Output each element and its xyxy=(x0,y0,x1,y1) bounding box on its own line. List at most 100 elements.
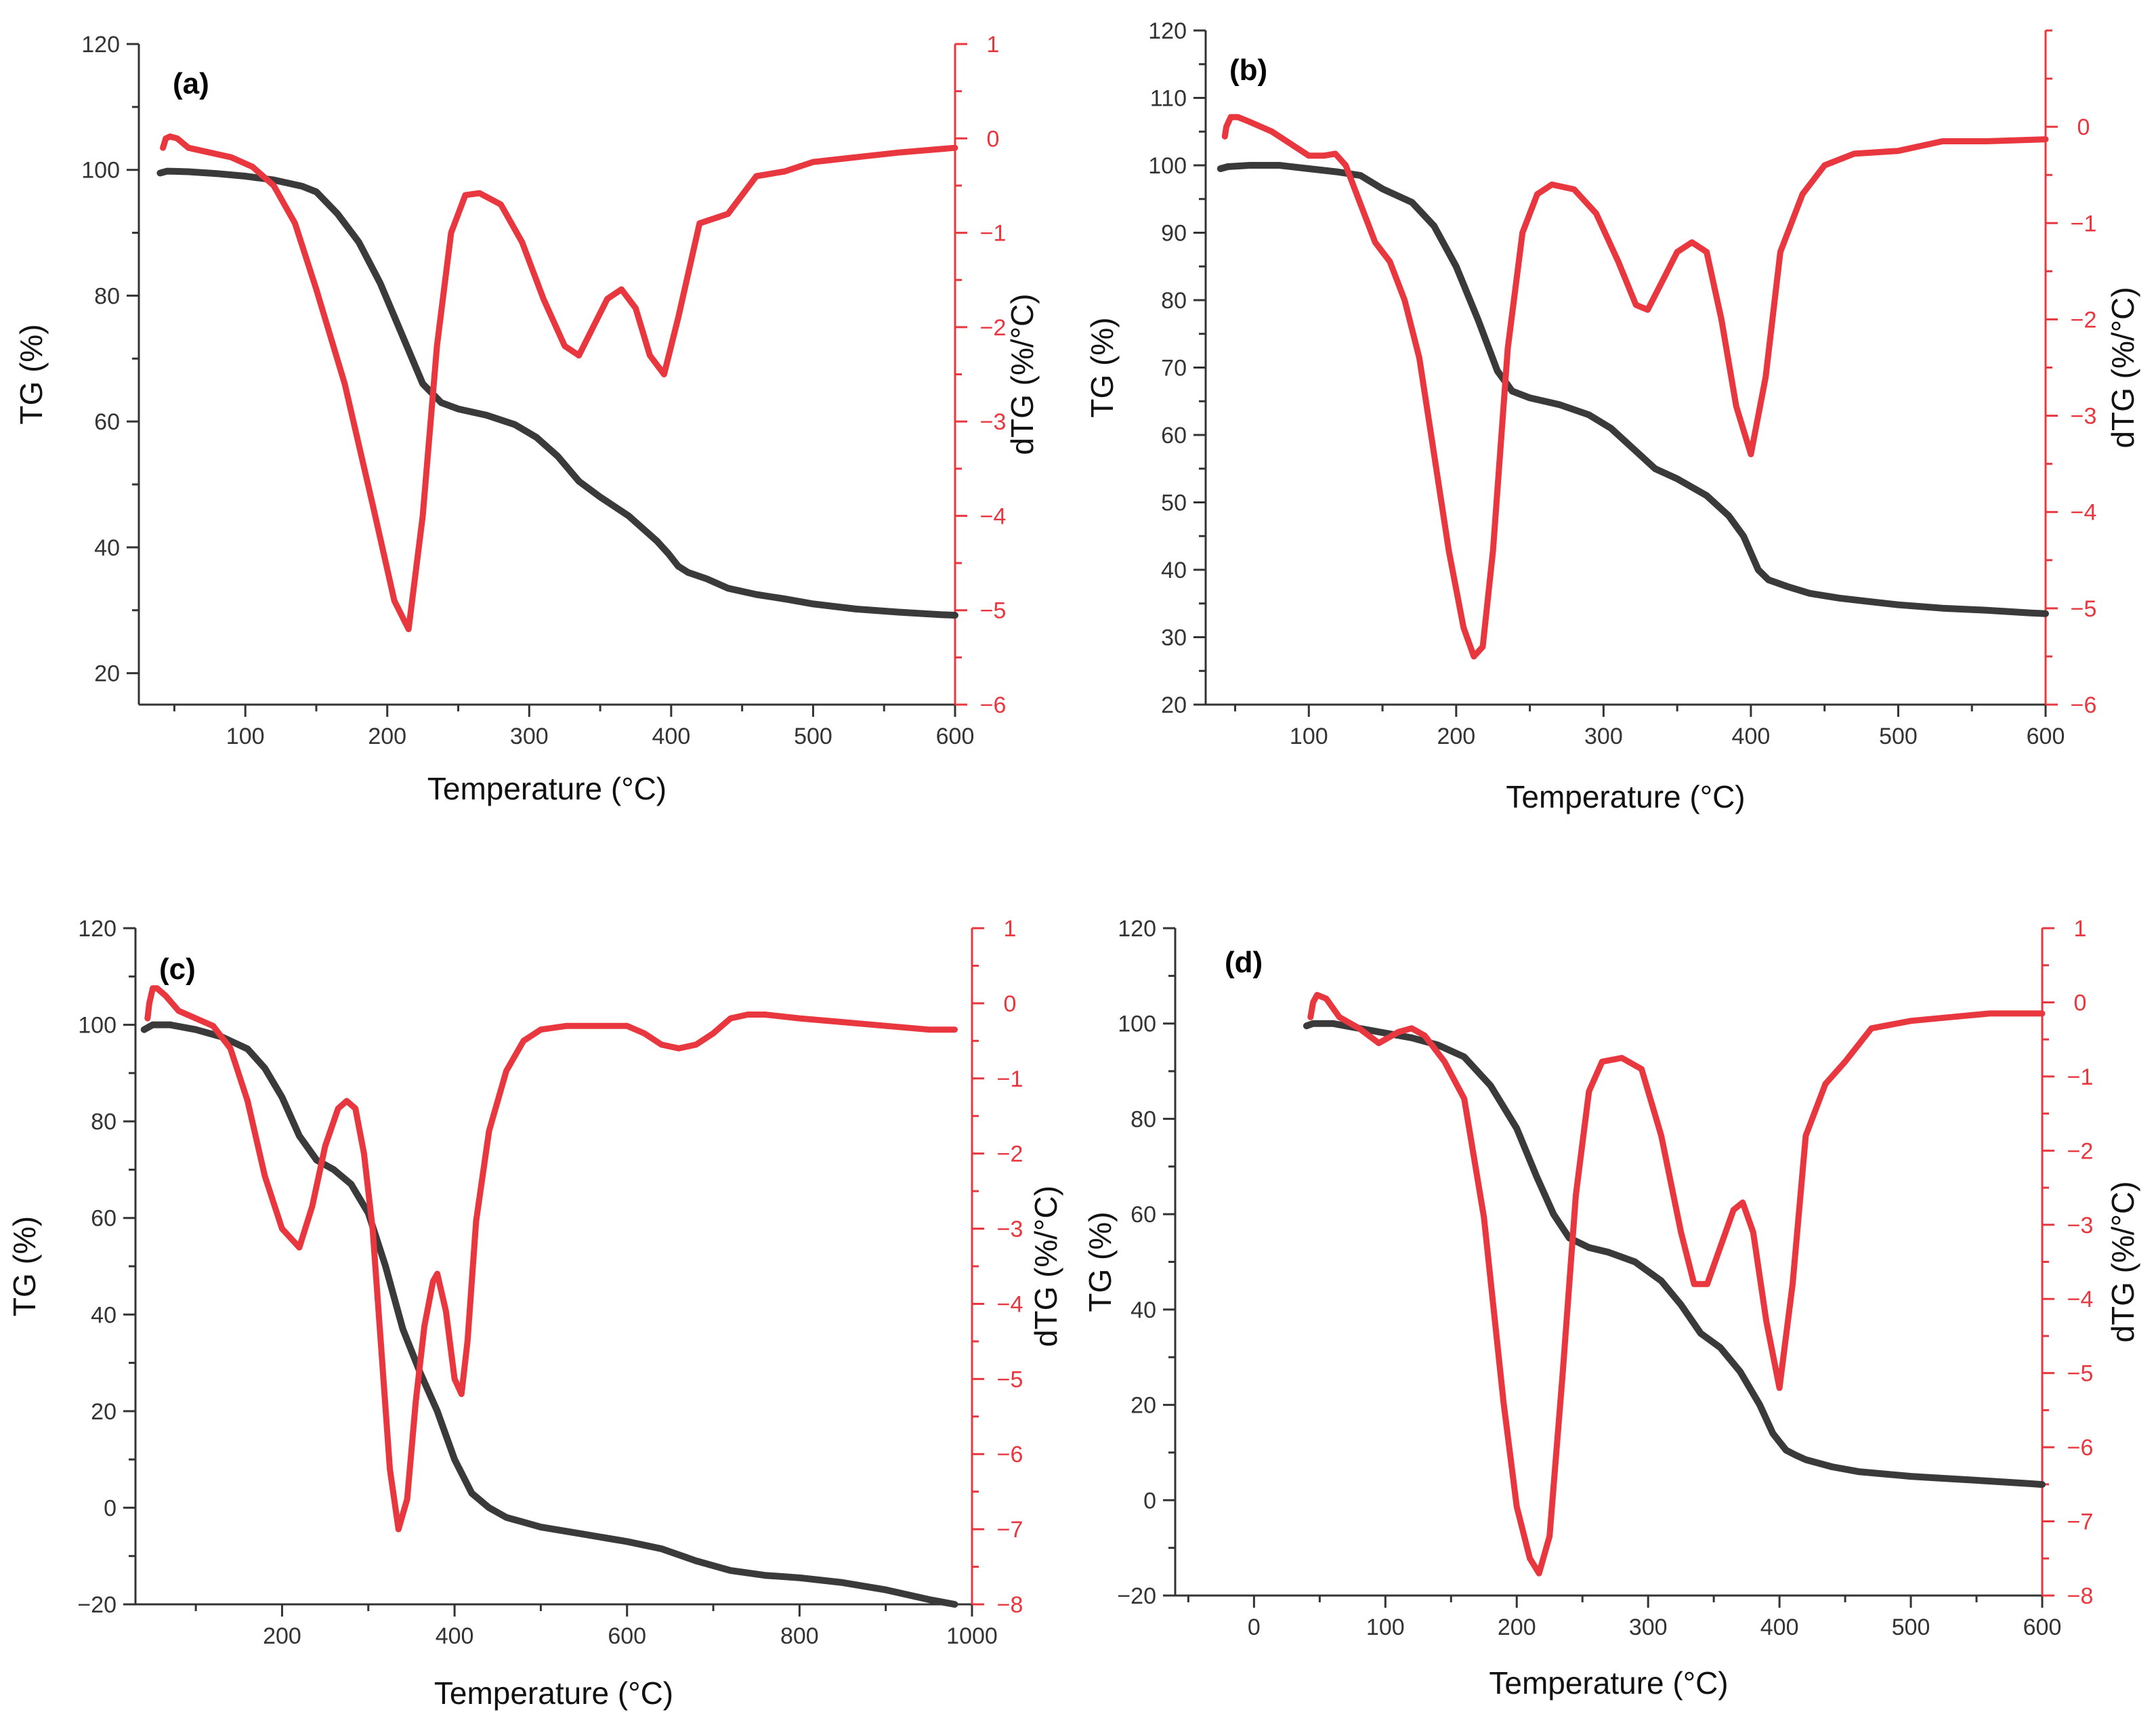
y2-tick-label: 1 xyxy=(2074,916,2087,942)
y-tick-label: 0 xyxy=(104,1495,117,1521)
y2-tick-label: −6 xyxy=(980,692,1007,718)
x-tick-label: 600 xyxy=(2027,724,2065,749)
y2-tick-label: 0 xyxy=(2074,990,2087,1016)
x-tick-label: 800 xyxy=(780,1623,819,1649)
dtg-curve xyxy=(1307,992,2046,1577)
y2-tick-label: −4 xyxy=(997,1291,1023,1317)
x-tick-label: 0 xyxy=(1248,1615,1261,1640)
y2-tick-label: −4 xyxy=(2067,1287,2094,1312)
y-tick-label: 0 xyxy=(1143,1488,1156,1514)
y-tick-label: 100 xyxy=(81,158,120,184)
y-tick-label: 80 xyxy=(91,1109,117,1135)
y2-axis-title: dTG (%/°C) xyxy=(2105,287,2140,448)
y-tick-label: 60 xyxy=(91,1206,117,1232)
y-tick-label: −20 xyxy=(77,1592,117,1618)
y2-tick-label: −6 xyxy=(2071,692,2097,718)
x-tick-label: 100 xyxy=(1290,724,1328,749)
y2-tick-label: −2 xyxy=(980,315,1007,341)
y-tick-label: 80 xyxy=(94,283,120,309)
y-tick-label: 40 xyxy=(94,535,120,561)
x-tick-label: 100 xyxy=(1366,1615,1405,1640)
y-axis-title: TG (%) xyxy=(1082,1211,1118,1312)
y-tick-label: 60 xyxy=(1130,1202,1156,1228)
y-axis-title: TG (%) xyxy=(7,1216,42,1316)
x-axis-title: Temperature (°C) xyxy=(427,771,667,806)
x-tick-label: 200 xyxy=(1437,724,1475,749)
y2-tick-label: −5 xyxy=(997,1367,1023,1392)
y2-tick-label: −5 xyxy=(980,598,1007,624)
y2-tick-label: −1 xyxy=(2071,211,2097,236)
y-tick-label: 80 xyxy=(1161,288,1187,314)
dtg-curve xyxy=(144,985,958,1533)
y-tick-label: 40 xyxy=(91,1302,117,1328)
x-tick-label: 1000 xyxy=(946,1623,998,1649)
y-tick-label: 100 xyxy=(1148,153,1187,179)
y-tick-label: 20 xyxy=(1130,1393,1156,1419)
y-tick-label: 40 xyxy=(1130,1297,1156,1323)
y2-tick-label: −3 xyxy=(2067,1213,2094,1238)
y2-tick-label: 0 xyxy=(1004,991,1017,1017)
y-tick-label: 30 xyxy=(1161,625,1187,651)
y2-tick-label: −5 xyxy=(2071,596,2097,622)
y2-tick-label: −4 xyxy=(2071,500,2097,526)
tg-curve xyxy=(140,1021,958,1608)
x-tick-label: 100 xyxy=(226,724,265,749)
y-tick-label: 110 xyxy=(1150,86,1187,112)
x-tick-label: 400 xyxy=(436,1623,474,1649)
y2-tick-label: −3 xyxy=(997,1217,1023,1243)
x-tick-label: 200 xyxy=(1498,1615,1536,1640)
y-tick-label: 60 xyxy=(1161,423,1187,449)
chart-panel-d: 0 100 200 300 400 500 600−20020406080100120−8−… xyxy=(1082,916,2140,1701)
x-tick-label: 400 xyxy=(1732,724,1771,749)
y2-axis-title: dTG (%/°C) xyxy=(2105,1181,2140,1342)
chart-panel-c: 200 400 600 800 1000−20020406080100120−8−7−6… xyxy=(7,916,1063,1711)
x-tick-label: 400 xyxy=(1760,1615,1799,1640)
x-tick-label: 500 xyxy=(794,724,832,749)
y-tick-label: 120 xyxy=(1118,916,1156,942)
y2-tick-label: 0 xyxy=(987,126,1000,152)
y-tick-label: 40 xyxy=(1161,558,1187,583)
panel-label: (b) xyxy=(1229,54,1267,87)
panel-label: (c) xyxy=(159,953,196,986)
x-axis-title: Temperature (°C) xyxy=(1489,1665,1728,1701)
x-tick-label: 500 xyxy=(1892,1615,1930,1640)
y2-tick-label: −8 xyxy=(997,1592,1023,1618)
tg-curve xyxy=(1303,1020,2046,1488)
y-tick-label: 120 xyxy=(1148,18,1187,44)
y-tick-label: −20 xyxy=(1117,1583,1156,1609)
tg-curve xyxy=(1217,162,2049,617)
y-tick-label: 90 xyxy=(1161,221,1187,247)
y2-tick-label: −1 xyxy=(980,221,1007,247)
y-tick-label: 20 xyxy=(1161,692,1187,718)
dtg-curve xyxy=(1221,114,2049,660)
y-tick-label: 120 xyxy=(81,32,120,58)
y2-tick-label: −6 xyxy=(997,1442,1023,1467)
x-tick-label: 200 xyxy=(263,1623,301,1649)
chart-panel-a: 100 200 300 400 500 600 20 40 60 80 100 120 −6 −5 −4 −3… xyxy=(14,32,1040,806)
y-tick-label: 100 xyxy=(78,1013,117,1039)
x-tick-label: 300 xyxy=(1629,1615,1668,1640)
y2-axis-title: dTG (%/°C) xyxy=(1005,293,1040,455)
y2-tick-label: 1 xyxy=(987,32,1000,58)
chart-panel-b: 100 200 300 400 500 600 20 30 40 50 60 70 80 90 100 110… xyxy=(1084,18,2140,814)
y2-tick-label: −4 xyxy=(980,503,1007,529)
y2-tick-label: −1 xyxy=(997,1066,1023,1092)
dtg-curve xyxy=(160,133,958,633)
x-tick-label: 400 xyxy=(652,724,691,749)
y2-axis-title: dTG (%/°C) xyxy=(1028,1186,1063,1347)
y-tick-label: 20 xyxy=(94,661,120,687)
x-axis-title: Temperature (°C) xyxy=(434,1675,673,1711)
y2-tick-label: −7 xyxy=(2067,1509,2094,1535)
y2-tick-label: −8 xyxy=(2067,1583,2094,1609)
x-tick-label: 600 xyxy=(936,724,975,749)
x-tick-label: 200 xyxy=(368,724,406,749)
y-tick-label: 120 xyxy=(78,916,117,942)
y2-tick-label: −6 xyxy=(2067,1435,2094,1461)
y2-tick-label: 1 xyxy=(1004,916,1017,942)
y-tick-label: 50 xyxy=(1161,491,1187,516)
y2-tick-label: −1 xyxy=(2067,1064,2094,1090)
y-axis-title: TG (%) xyxy=(14,324,49,424)
x-axis-title: Temperature (°C) xyxy=(1506,779,1745,814)
x-tick-label: 600 xyxy=(608,1623,646,1649)
